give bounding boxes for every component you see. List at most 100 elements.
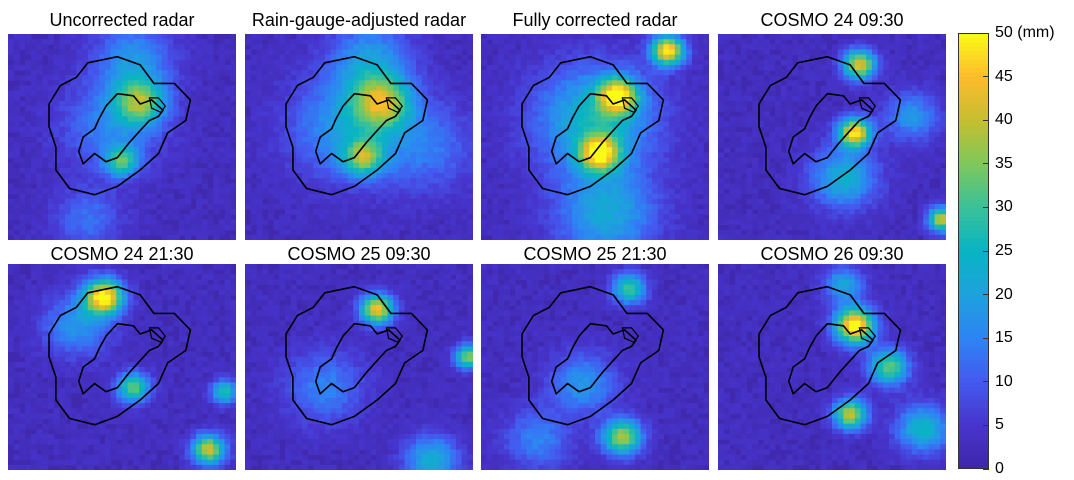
heatmap-cell — [245, 126, 252, 133]
heatmap-cell — [775, 111, 782, 117]
heatmap-cell — [284, 39, 292, 45]
heatmap-cell — [703, 59, 709, 66]
heatmap-cell — [674, 95, 682, 102]
heatmap-cell — [245, 193, 252, 200]
heatmap-cell — [359, 131, 366, 138]
heatmap-cell — [139, 49, 146, 56]
heatmap-cell — [341, 193, 349, 200]
heatmap-cell — [577, 111, 585, 117]
heatmap-cell — [47, 203, 55, 210]
heatmap-cell — [330, 54, 337, 61]
heatmap-cell — [167, 106, 174, 112]
heatmap-cell — [150, 49, 157, 56]
heatmap-cell — [161, 229, 169, 236]
heatmap-cell — [416, 183, 423, 190]
heatmap-cell — [657, 59, 664, 66]
heatmap-cell — [663, 64, 670, 71]
heatmap-cell — [190, 142, 197, 148]
heatmap-cell — [370, 80, 377, 87]
heatmap-cell — [250, 214, 257, 220]
heatmap-cell — [133, 64, 140, 71]
heatmap-cell — [167, 188, 174, 195]
heatmap-cell — [486, 116, 493, 123]
heatmap-cell — [376, 178, 383, 184]
heatmap-cell — [133, 54, 140, 61]
heatmap-cell — [218, 167, 226, 174]
heatmap-cell — [503, 147, 511, 154]
heatmap-cell — [509, 147, 516, 154]
heatmap-cell — [201, 157, 209, 164]
heatmap-cell — [640, 64, 647, 71]
heatmap-cell — [284, 44, 292, 51]
heatmap-cell — [196, 34, 203, 40]
heatmap-cell — [723, 64, 730, 71]
heatmap-cell — [515, 214, 522, 220]
heatmap-cell — [404, 147, 411, 154]
heatmap-cell — [139, 111, 146, 117]
heatmap-cell — [740, 116, 748, 123]
heatmap-cell — [370, 34, 377, 40]
heatmap-cell — [657, 126, 664, 133]
heatmap-cell — [319, 121, 326, 128]
heatmap-cell — [503, 193, 511, 200]
heatmap-cell — [65, 34, 72, 40]
heatmap-cell — [723, 111, 730, 117]
heatmap-cell — [25, 188, 32, 195]
heatmap-cell — [520, 219, 528, 226]
heatmap-cell — [190, 147, 197, 154]
heatmap-cell — [364, 188, 371, 195]
heatmap-cell — [256, 198, 263, 205]
heatmap-cell — [617, 203, 625, 210]
heatmap-cell — [110, 157, 117, 164]
heatmap-cell — [376, 70, 383, 76]
heatmap-cell — [122, 183, 129, 190]
heatmap-cell — [267, 80, 275, 87]
heatmap-cell — [302, 142, 309, 148]
heatmap-cell — [421, 147, 428, 154]
heatmap-cell — [589, 95, 596, 102]
heatmap-cell — [387, 111, 394, 117]
heatmap-cell — [467, 70, 473, 76]
heatmap-cell — [723, 209, 730, 215]
heatmap-cell — [36, 142, 43, 148]
heatmap-cell — [302, 147, 309, 154]
heatmap-cell — [515, 126, 522, 133]
heatmap-cell — [612, 152, 619, 159]
heatmap-cell — [752, 121, 759, 128]
heatmap-cell — [53, 162, 60, 169]
heatmap-cell — [600, 75, 607, 81]
heatmap-cell — [450, 131, 457, 138]
heatmap-cell — [746, 49, 753, 56]
heatmap-cell — [674, 121, 682, 128]
heatmap-cell — [256, 95, 263, 102]
heatmap-cell — [467, 147, 473, 154]
heatmap-cell — [364, 116, 371, 123]
heatmap-cell — [416, 219, 423, 226]
heatmap-cell — [284, 90, 292, 97]
heatmap-cell — [735, 234, 742, 240]
heatmap-cell — [657, 224, 664, 231]
heatmap-cell — [467, 167, 473, 174]
heatmap-cell — [503, 214, 511, 220]
heatmap-cell — [538, 157, 545, 164]
heatmap-cell — [757, 219, 765, 226]
heatmap-cell — [438, 39, 446, 45]
heatmap-cell — [640, 167, 647, 174]
heatmap-cell — [319, 183, 326, 190]
heatmap-cell — [110, 131, 117, 138]
heatmap-cell — [364, 59, 371, 66]
heatmap-cell — [173, 152, 180, 159]
heatmap-cell — [53, 198, 60, 205]
heatmap-cell — [646, 34, 653, 40]
heatmap-cell — [629, 157, 636, 164]
heatmap-cell — [455, 70, 463, 76]
heatmap-cell — [461, 193, 468, 200]
heatmap-cell — [139, 193, 146, 200]
heatmap-cell — [612, 234, 619, 240]
heatmap-cell — [427, 131, 434, 138]
heatmap-cell — [433, 198, 440, 205]
heatmap-cell — [173, 126, 180, 133]
heatmap-cell — [669, 85, 676, 92]
heatmap-cell — [230, 34, 236, 40]
heatmap-cell — [250, 157, 257, 164]
